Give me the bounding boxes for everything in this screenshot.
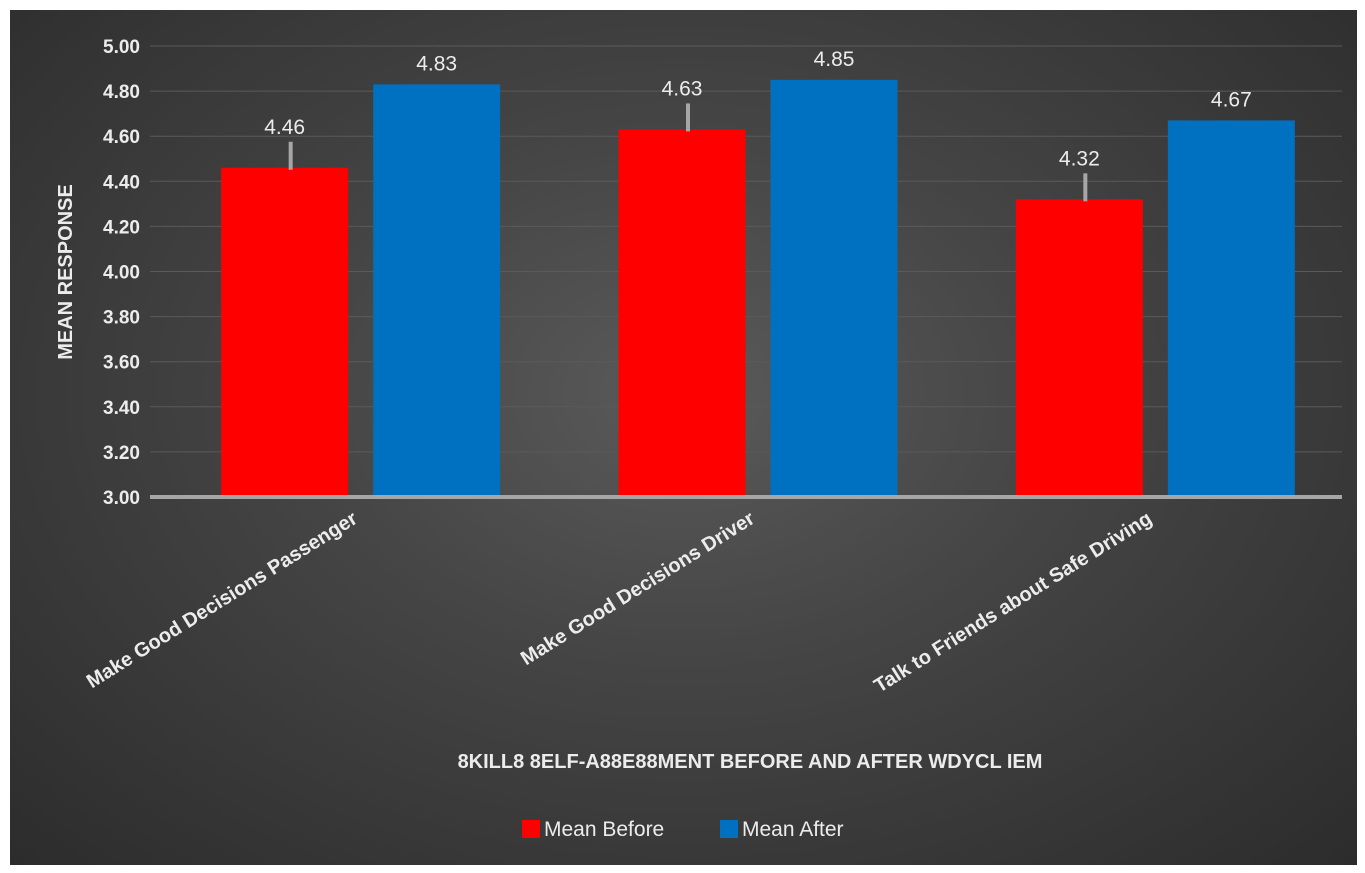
bar-mean-after — [373, 84, 501, 498]
bar-mean-before — [221, 167, 349, 497]
data-label: 4.46 — [264, 116, 305, 139]
y-tick-label: 3.60 — [103, 353, 140, 374]
y-tick-label: 4.40 — [103, 172, 140, 193]
x-tick-label: Make Good Decisions Passenger — [83, 507, 362, 692]
data-label: 4.32 — [1059, 147, 1100, 170]
legend-swatch — [522, 820, 540, 838]
bar-chart: 3.00 3.20 3.40 3.60 3.80 4.00 4.20 4.40 4.60 4.80… — [55, 37, 1342, 841]
legend-label: Mean After — [742, 818, 844, 841]
y-tick-label: 4.00 — [103, 263, 140, 284]
bar-mean-after — [770, 79, 898, 497]
y-axis-title: MEAN RESPONSE — [55, 184, 77, 360]
bar-mean-before — [618, 129, 746, 497]
y-tick-label: 3.00 — [103, 488, 140, 509]
gridlines — [150, 45, 1342, 453]
legend: Mean Before Mean After — [522, 818, 844, 841]
x-axis-title: 8KILL8 8ELF-A88E88MENT BEFORE AND AFTER … — [458, 751, 1043, 773]
y-tick-label: 4.60 — [103, 127, 140, 148]
data-label: 4.83 — [416, 52, 457, 75]
legend-swatch — [720, 820, 738, 838]
x-tick-label: Talk to Friends about Safe Driving — [870, 508, 1156, 698]
y-tick-label: 4.80 — [103, 82, 140, 103]
y-tick-label: 3.40 — [103, 398, 140, 419]
bar-mean-after — [1167, 120, 1295, 497]
y-tick-label: 3.80 — [103, 308, 140, 329]
x-tick-label: Make Good Decisions Driver — [517, 507, 759, 669]
bar-mean-before — [1015, 199, 1143, 497]
bars — [221, 79, 1295, 498]
y-tick-label: 5.00 — [103, 37, 140, 58]
chart-area: 3.00 3.20 3.40 3.60 3.80 4.00 4.20 4.40 4.60 4.80… — [10, 10, 1357, 865]
y-tick-label: 4.20 — [103, 217, 140, 238]
data-label: 4.67 — [1211, 88, 1252, 111]
y-tick-label: 3.20 — [103, 443, 140, 464]
legend-label: Mean Before — [544, 818, 664, 841]
data-label: 4.85 — [814, 48, 855, 71]
data-label: 4.63 — [662, 77, 703, 100]
